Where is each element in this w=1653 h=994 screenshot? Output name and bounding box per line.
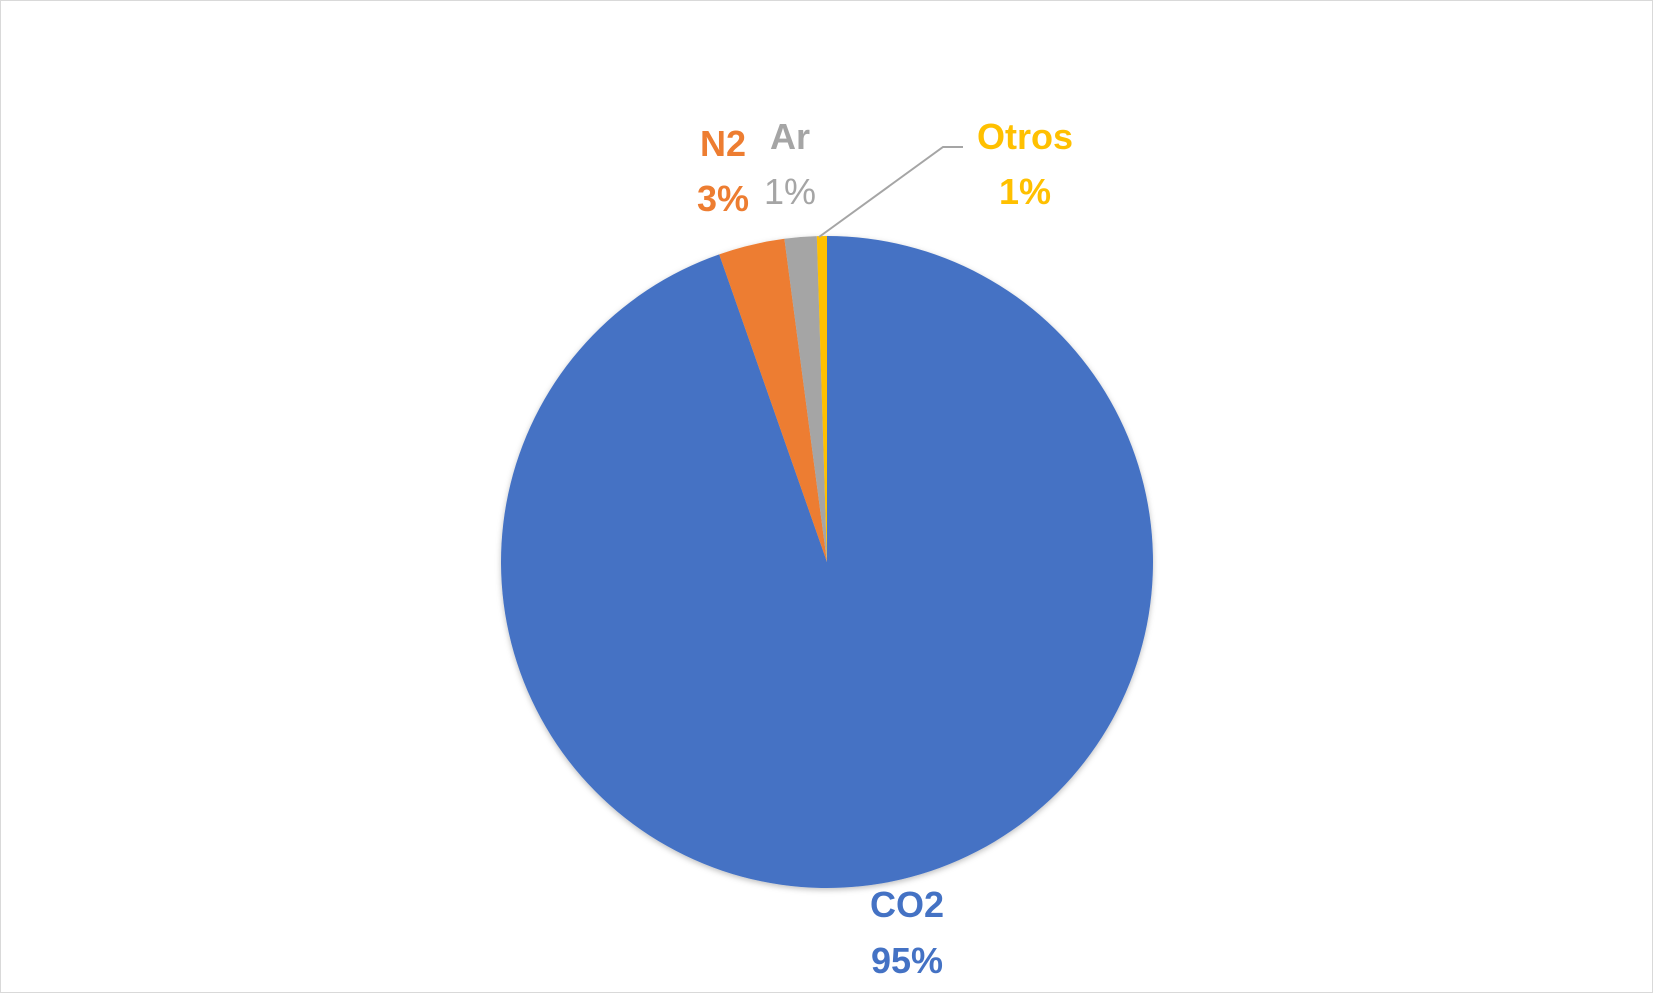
label-ar-name: Ar — [770, 116, 810, 157]
leader-line-otros — [818, 146, 963, 238]
label-otros-percent: 1% — [999, 171, 1051, 212]
pie-slice-otros — [816, 236, 827, 562]
label-n2-name: N2 — [700, 123, 746, 164]
label-otros-name: Otros — [977, 116, 1073, 157]
pie-slice-n2 — [719, 238, 827, 563]
label-co2-percent: 95% — [871, 940, 943, 981]
pie-slices — [501, 236, 1153, 889]
label-ar-percent: 1% — [764, 171, 816, 212]
label-n2-percent: 3% — [697, 178, 749, 219]
label-co2-name: CO2 — [870, 884, 944, 925]
pie-slice-ar — [784, 236, 827, 562]
